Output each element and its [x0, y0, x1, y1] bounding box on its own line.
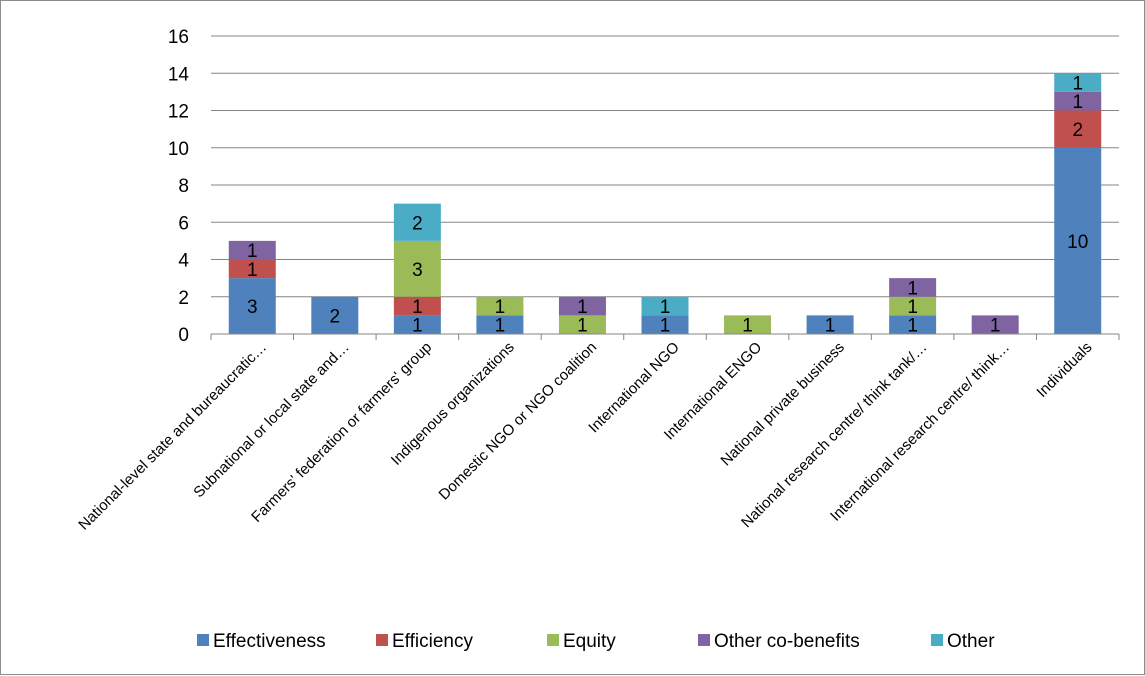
- data-label: 2: [330, 306, 341, 327]
- bars: [228, 73, 1102, 334]
- y-tick-label: 4: [178, 251, 189, 272]
- legend: Effectiveness Efficiency Equity Other co-be…: [197, 631, 995, 652]
- bar-segment: [393, 240, 441, 297]
- bar-segment: [1054, 73, 1102, 92]
- y-tick-label: 14: [168, 64, 190, 85]
- bar-segment: [476, 315, 524, 334]
- data-label: 1: [825, 316, 836, 337]
- bar-segment: [1054, 147, 1102, 334]
- legend-swatch: [197, 634, 209, 646]
- legend-swatch: [698, 634, 710, 646]
- data-label: 1: [577, 316, 588, 337]
- y-tick-label: 12: [168, 102, 189, 123]
- legend-label: Effectiveness: [213, 631, 326, 652]
- data-label: 3: [247, 297, 258, 318]
- data-label: 1: [412, 297, 423, 318]
- legend-label: Efficiency: [392, 631, 473, 652]
- data-label: 2: [412, 213, 423, 234]
- bar-segment: [1054, 110, 1102, 148]
- legend-swatch: [931, 634, 943, 646]
- data-label: 1: [907, 278, 918, 299]
- x-axis: [210, 333, 1120, 340]
- bar-segment: [889, 315, 937, 334]
- data-label: 1: [742, 316, 753, 337]
- x-category-label: Farmers' federation or farmers' group: [248, 339, 435, 526]
- y-tick-label: 2: [178, 288, 189, 309]
- data-label: 1: [1072, 74, 1083, 95]
- x-category-label: International research centre/ think…: [827, 339, 1013, 525]
- data-label: 2: [1072, 120, 1083, 141]
- bar-segment: [228, 278, 276, 334]
- data-label: 1: [907, 316, 918, 337]
- data-label: 1: [660, 297, 671, 318]
- bar-segment: [228, 240, 276, 260]
- data-label: 1: [1072, 92, 1083, 113]
- bar-segment: [889, 296, 937, 316]
- bar-segment: [558, 315, 606, 334]
- bar-segment: [393, 296, 441, 316]
- bar-segment: [889, 278, 937, 297]
- bar-segment: [971, 315, 1019, 334]
- legend-label: Other: [947, 631, 995, 652]
- y-tick-label: 0: [178, 325, 189, 346]
- x-category-label: Subnational or local state and…: [190, 339, 352, 501]
- y-tick-label: 16: [168, 27, 189, 48]
- x-axis-category-labels: National-level state and bureaucratic…Su…: [75, 339, 1095, 534]
- bar-segment: [641, 296, 689, 316]
- data-label: 1: [990, 316, 1001, 337]
- bar-segment: [806, 315, 854, 334]
- bar-segment: [641, 315, 689, 334]
- x-category-label: National-level state and bureaucratic…: [75, 339, 270, 534]
- legend-label: Other co-benefits: [714, 631, 860, 652]
- bar-segment: [393, 203, 441, 241]
- bar-segment: [393, 315, 441, 334]
- data-label: 1: [907, 297, 918, 318]
- data-label: 3: [412, 260, 423, 281]
- x-category-label: Individuals: [1033, 339, 1095, 401]
- legend-label: Equity: [563, 631, 616, 652]
- y-tick-label: 8: [178, 176, 189, 197]
- bar-segment: [1054, 91, 1102, 111]
- bar-segment: [558, 296, 606, 316]
- legend-swatch: [376, 634, 388, 646]
- x-category-label: Domestic NGO or NGO coalition: [436, 339, 601, 504]
- data-label: 1: [495, 316, 506, 337]
- legend-swatch: [547, 634, 559, 646]
- bar-segment: [724, 315, 772, 334]
- y-tick-label: 10: [168, 139, 189, 160]
- y-axis-tick-labels: 0 2 4 6 8 10 12 14 16: [168, 27, 190, 346]
- data-label: 1: [247, 260, 258, 281]
- bar-segment: [311, 296, 359, 334]
- data-label: 1: [660, 316, 671, 337]
- bar-segment: [476, 296, 524, 316]
- data-label: 1: [412, 316, 423, 337]
- x-category-label: International NGO: [585, 339, 683, 437]
- x-category-label: National research centre/ think tank/…: [738, 339, 930, 531]
- data-label: 10: [1067, 232, 1088, 253]
- data-label: 1: [577, 297, 588, 318]
- data-label: 1: [495, 297, 506, 318]
- gridlines: [211, 35, 1119, 298]
- data-label: 1: [247, 241, 258, 262]
- bar-segment: [228, 259, 276, 279]
- y-tick-label: 6: [178, 213, 189, 234]
